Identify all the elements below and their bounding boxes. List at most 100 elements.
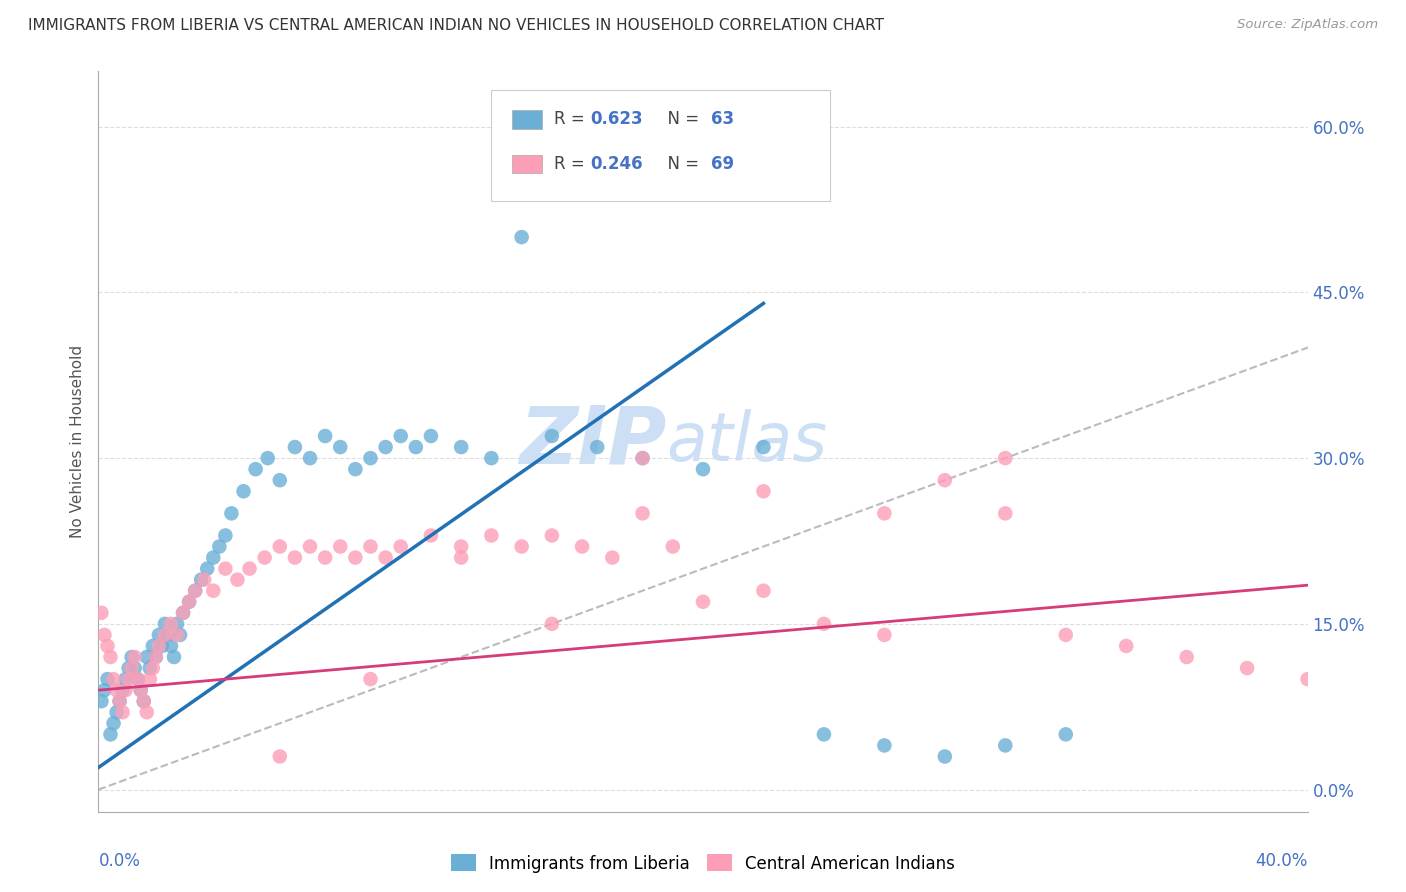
Text: atlas: atlas — [666, 409, 828, 475]
Point — [90, 606, 112, 620]
Point — [221, 507, 243, 521]
Point — [96, 672, 118, 686]
Point — [269, 473, 291, 487]
Point — [540, 429, 562, 443]
Point — [314, 429, 336, 443]
Text: ZIP: ZIP — [519, 402, 666, 481]
Point — [166, 628, 188, 642]
Point — [129, 683, 152, 698]
Point — [108, 694, 131, 708]
Point — [934, 749, 956, 764]
Point — [145, 650, 167, 665]
Point — [994, 739, 1017, 753]
Point — [153, 616, 176, 631]
Point — [166, 616, 188, 631]
Point — [692, 462, 714, 476]
Point — [139, 661, 162, 675]
Point — [631, 507, 654, 521]
Point — [93, 683, 115, 698]
Point — [127, 672, 149, 686]
Point — [389, 429, 412, 443]
Text: 63: 63 — [711, 111, 734, 128]
Point — [111, 706, 134, 720]
Point — [1175, 650, 1198, 665]
Point — [145, 650, 167, 665]
Point — [510, 230, 533, 244]
Point — [284, 550, 307, 565]
Point — [195, 561, 218, 575]
Point — [153, 628, 176, 642]
Point — [450, 440, 472, 454]
Point — [100, 727, 122, 741]
Point — [202, 583, 225, 598]
Point — [160, 639, 183, 653]
Point — [284, 440, 307, 454]
Point — [389, 540, 412, 554]
Point — [114, 672, 136, 686]
Legend: Immigrants from Liberia, Central American Indians: Immigrants from Liberia, Central America… — [444, 847, 962, 880]
Point — [481, 451, 503, 466]
Point — [420, 429, 443, 443]
Point — [813, 727, 835, 741]
Point — [239, 561, 262, 575]
Text: IMMIGRANTS FROM LIBERIA VS CENTRAL AMERICAN INDIAN NO VEHICLES IN HOUSEHOLD CORR: IMMIGRANTS FROM LIBERIA VS CENTRAL AMERI… — [28, 18, 884, 33]
Point — [481, 528, 503, 542]
Point — [103, 716, 125, 731]
Point — [374, 440, 396, 454]
Point — [752, 583, 775, 598]
Point — [1236, 661, 1258, 675]
Point — [105, 683, 128, 698]
Point — [184, 583, 207, 598]
Point — [269, 540, 291, 554]
Point — [994, 507, 1017, 521]
Point — [329, 540, 352, 554]
Point — [121, 661, 143, 675]
Point — [873, 739, 896, 753]
Text: 0.623: 0.623 — [591, 111, 643, 128]
Point — [256, 451, 278, 466]
Point — [121, 650, 143, 665]
Point — [450, 540, 472, 554]
Point — [190, 573, 212, 587]
Point — [135, 650, 157, 665]
Point — [96, 639, 118, 653]
Point — [631, 451, 654, 466]
Point — [150, 639, 173, 653]
Point — [100, 650, 122, 665]
Point — [540, 528, 562, 542]
Point — [179, 595, 201, 609]
Point — [344, 550, 367, 565]
Point — [1296, 672, 1319, 686]
Point — [160, 616, 183, 631]
Text: R =: R = — [554, 155, 591, 173]
Point — [405, 440, 427, 454]
Point — [108, 694, 131, 708]
Text: N =: N = — [657, 111, 704, 128]
Y-axis label: No Vehicles in Household: No Vehicles in Household — [70, 345, 86, 538]
Point — [132, 694, 155, 708]
Point — [299, 451, 322, 466]
Point — [420, 528, 443, 542]
Point — [135, 706, 157, 720]
Point — [1054, 727, 1077, 741]
Point — [344, 462, 367, 476]
Point — [118, 672, 141, 686]
Text: R =: R = — [554, 111, 591, 128]
Point — [142, 661, 165, 675]
Point — [124, 661, 146, 675]
Point — [269, 749, 291, 764]
Point — [172, 606, 194, 620]
Point — [1115, 639, 1137, 653]
Point — [124, 650, 146, 665]
Point — [127, 672, 149, 686]
Bar — [512, 111, 543, 128]
Point — [661, 540, 683, 554]
Point — [245, 462, 267, 476]
Point — [360, 451, 382, 466]
FancyBboxPatch shape — [492, 90, 830, 201]
Point — [90, 694, 112, 708]
Point — [934, 473, 956, 487]
Point — [994, 451, 1017, 466]
Point — [314, 550, 336, 565]
Text: 40.0%: 40.0% — [1256, 853, 1308, 871]
